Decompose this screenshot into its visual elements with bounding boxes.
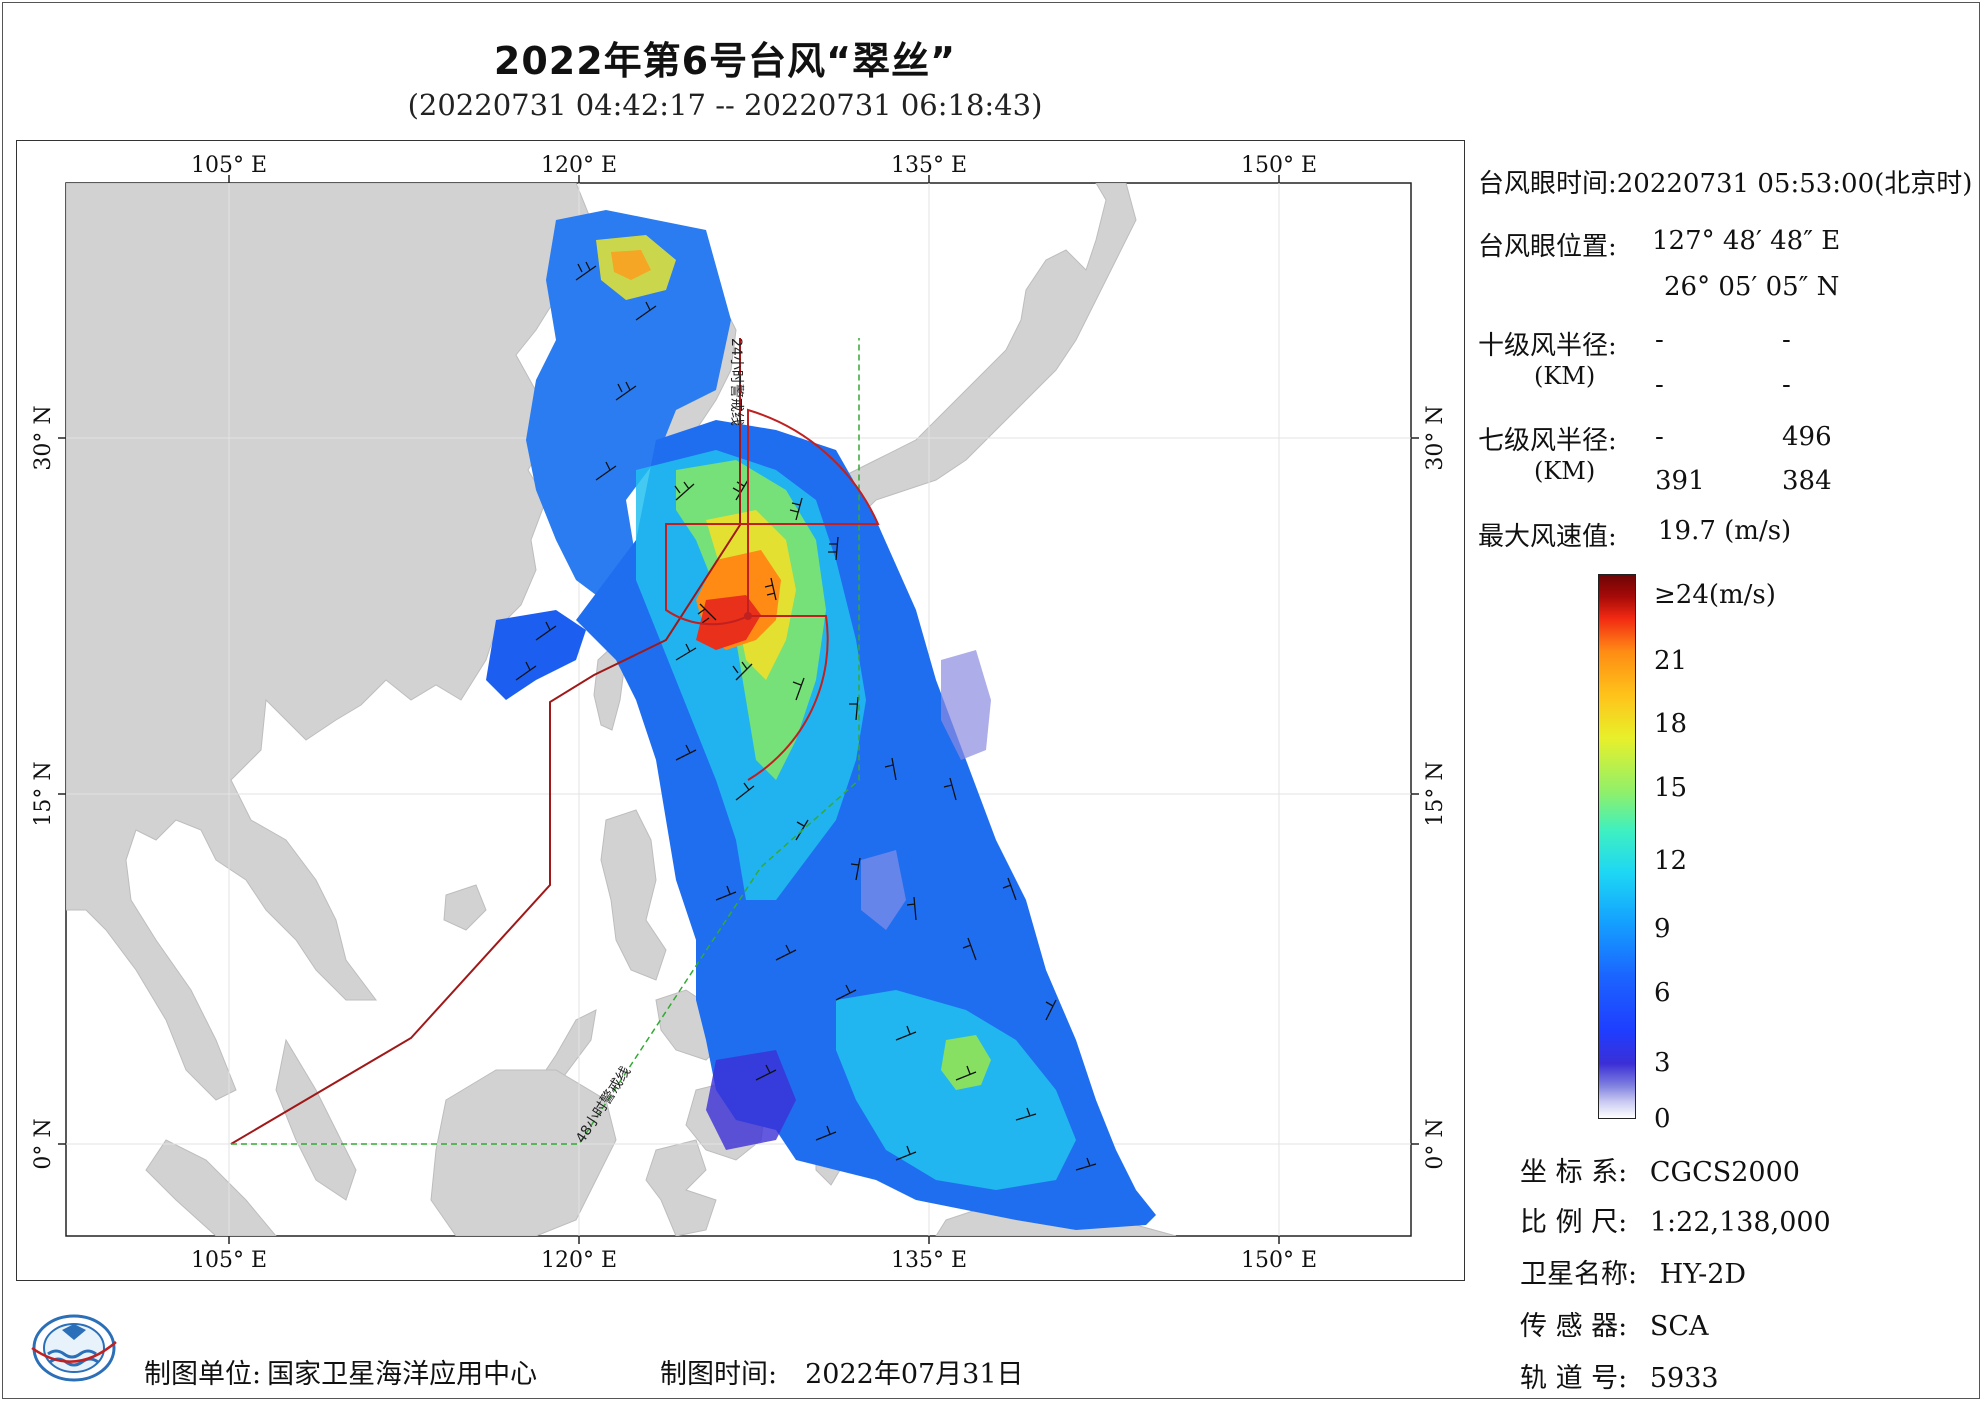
r7-value-ne: - [1655, 422, 1664, 452]
lat-label-right-15n: 15° N [1423, 761, 1448, 826]
r10-label: 十级风半径: [1478, 331, 1617, 361]
lon-label-top-135e: 135° E [891, 153, 967, 178]
swath-north-orange [611, 250, 651, 280]
warning-label-24h: 24小时警戒线 [728, 338, 744, 426]
land-malay-peninsula [275, 1038, 357, 1201]
sensor-label: 传 感 器: [1520, 1311, 1628, 1342]
r10-value-nw: - [1782, 370, 1791, 400]
lon-label-top-120e: 120° E [541, 153, 617, 178]
tick-marks [58, 175, 1419, 1244]
eye-pos-label: 台风眼位置: [1478, 232, 1617, 262]
eye-time-row: 台风眼时间:20220731 05:53:00(北京时) [1478, 163, 1972, 200]
wind-speed-colorbar [1598, 574, 1636, 1119]
sensor-row: 传 感 器: SCA [1520, 1304, 1709, 1343]
orbit-value: 5933 [1649, 1363, 1719, 1394]
lon-label-bottom-150e: 150° E [1241, 1248, 1317, 1273]
footer-time-value: 2022年07月31日 [805, 1359, 1024, 1390]
crs-row: 坐 标 系: CGCS2000 [1520, 1150, 1800, 1189]
r7-label: 七级风半径: [1478, 426, 1617, 456]
r7-unit: (KM) [1534, 457, 1596, 485]
wind-radius-7-outline [665, 408, 880, 626]
land-luzon [600, 809, 667, 981]
lon-label-bottom-105e: 105° E [191, 1248, 267, 1273]
land-hainan [443, 884, 487, 931]
colorbar-label-21: 21 [1654, 646, 1688, 676]
swath-south-green [941, 1035, 991, 1090]
satellite-value: HY-2D [1659, 1259, 1747, 1290]
lat-label-left-0n: 0° N [31, 1118, 56, 1169]
footer-unit-value: 国家卫星海洋应用中心 [267, 1359, 538, 1390]
r10-value-ne: - [1655, 325, 1664, 355]
orbit-label: 轨 道 号: [1520, 1363, 1628, 1394]
typhoon-eye-marker [744, 612, 752, 620]
lat-label-right-30n: 30° N [1423, 405, 1448, 470]
crs-value: CGCS2000 [1649, 1157, 1800, 1188]
r10-unit: (KM) [1534, 362, 1596, 390]
lon-label-bottom-135e: 135° E [891, 1248, 967, 1273]
colorbar-label-15: 15 [1654, 773, 1688, 803]
r10-value-se: - [1782, 325, 1791, 355]
colorbar-label-6: 6 [1654, 978, 1671, 1008]
footer-time-row: 制图时间: 2022年07月31日 [660, 1352, 1024, 1391]
wind-field-map[interactable]: 24小时警戒线 48小时警戒线 105° E 120° E 135° E 150… [16, 140, 1465, 1281]
land-borneo [430, 1069, 617, 1236]
warning-line-48h [231, 338, 860, 1145]
map-frame [16, 140, 1465, 1281]
crs-label: 坐 标 系: [1520, 1157, 1628, 1188]
land-sumatra [145, 1139, 277, 1236]
r7-value-sw: 391 [1655, 466, 1705, 496]
lat-label-left-30n: 30° N [31, 405, 56, 470]
orbit-row: 轨 道 号: 5933 [1520, 1356, 1719, 1395]
colorbar-label-18: 18 [1654, 709, 1688, 739]
land-japan [805, 183, 1137, 541]
colorbar-label-9: 9 [1654, 914, 1671, 944]
scale-label: 比 例 尺: [1520, 1207, 1628, 1238]
swath-north-strip [526, 210, 731, 610]
eye-lon-value: 127° 48′ 48″ E [1652, 226, 1841, 256]
nsoas-logo-icon [31, 1314, 117, 1382]
swath-taiwan-patch [486, 610, 586, 700]
eye-time-label: 台风眼时间: [1478, 169, 1617, 199]
max-wind-label: 最大风速值: [1478, 522, 1617, 552]
wind-radius-7-arc-se [747, 615, 829, 781]
sensor-value: SCA [1649, 1311, 1709, 1342]
land-layer [66, 183, 1177, 1236]
time-range-subtitle: (20220731 04:42:17 -- 20220731 06:18:43) [407, 88, 1043, 122]
satellite-label: 卫星名称: [1520, 1259, 1638, 1290]
swath-low-patch-1 [941, 650, 991, 760]
scale-value: 1:22,138,000 [1649, 1207, 1831, 1238]
land-sulawesi [645, 1139, 717, 1236]
footer-unit-row: 制图单位: 国家卫星海洋应用中心 [144, 1352, 537, 1391]
map-title: 2022年第6号台风“翠丝” [493, 39, 957, 83]
warning-line-24h [230, 338, 741, 1145]
satellite-row: 卫星名称: HY-2D [1520, 1252, 1746, 1291]
footer-unit-label: 制图单位: [144, 1359, 262, 1390]
r10-value-sw: - [1655, 370, 1664, 400]
footer-time-label: 制图时间: [660, 1359, 778, 1390]
eye-lat-value: 26° 05′ 05″ N [1664, 272, 1840, 302]
eye-time-value: 20220731 05:53:00(北京时) [1616, 169, 1973, 199]
lon-label-top-105e: 105° E [191, 153, 267, 178]
r7-value-nw: 384 [1782, 466, 1832, 496]
colorbar-label-0: 0 [1654, 1104, 1671, 1134]
colorbar-label-3: 3 [1654, 1048, 1671, 1078]
max-wind-value: 19.7 (m/s) [1658, 516, 1792, 546]
colorbar-label-24: ≥24(m/s) [1654, 580, 1776, 610]
lon-label-top-150e: 150° E [1241, 153, 1317, 178]
lat-label-left-15n: 15° N [31, 761, 56, 826]
wind-barbs [515, 261, 1097, 1171]
r7-value-se: 496 [1782, 422, 1832, 452]
scale-row: 比 例 尺: 1:22,138,000 [1520, 1200, 1831, 1239]
colorbar-label-12: 12 [1654, 846, 1688, 876]
swath-low-patch-2 [861, 850, 906, 930]
swath-low-patch-3 [706, 1050, 796, 1150]
lon-label-bottom-120e: 120° E [541, 1248, 617, 1273]
lat-label-right-0n: 0° N [1423, 1118, 1448, 1169]
